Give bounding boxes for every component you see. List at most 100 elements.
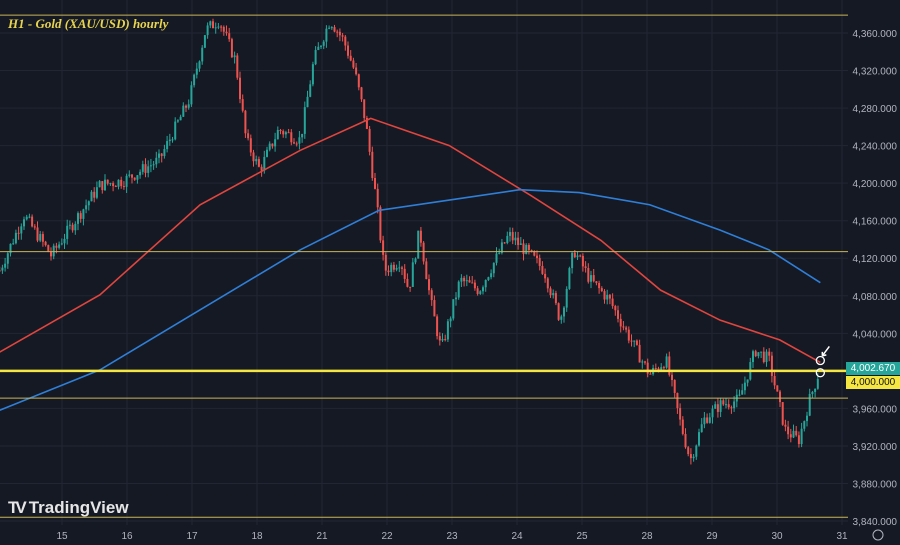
candle-body (233, 55, 236, 58)
candle-body (379, 207, 382, 241)
x-tick-label: 18 (251, 531, 263, 542)
candle-body (614, 306, 617, 311)
candle-body (209, 21, 212, 26)
candle-body (463, 277, 466, 282)
candle-body (787, 426, 790, 435)
candle-body (17, 232, 20, 234)
candle-body (738, 394, 741, 396)
candle-body (522, 243, 525, 255)
candle-body (125, 175, 128, 187)
candle-body (768, 351, 771, 356)
candle-body (112, 183, 115, 187)
settings-gear-icon[interactable] (872, 529, 884, 541)
candle-body (295, 143, 298, 145)
last-price-badge: 4,002.670 (846, 362, 900, 375)
candle-body (473, 282, 476, 289)
candle-body (727, 404, 730, 408)
candle-body (338, 31, 341, 36)
candle-body (355, 67, 358, 75)
candle-body (349, 55, 352, 61)
candle-body (492, 262, 495, 274)
candle-body (557, 303, 560, 320)
candle-body (106, 179, 109, 184)
candle-body (733, 401, 736, 409)
x-tick-label: 21 (316, 531, 328, 542)
candle-body (773, 375, 776, 386)
candle-body (287, 132, 290, 134)
candle-body (341, 35, 344, 37)
candle-body (401, 267, 404, 269)
candle-body (622, 326, 625, 328)
candle-body (352, 60, 355, 68)
candle-body (498, 252, 501, 254)
candle-body (131, 174, 134, 178)
candle-body (719, 400, 722, 412)
candle-body (430, 290, 433, 301)
candle-body (14, 232, 17, 244)
candle-body (706, 417, 709, 423)
candle-body (708, 417, 711, 423)
candle-body (611, 298, 614, 307)
candle-body (276, 129, 279, 140)
candle-body (260, 166, 263, 171)
candle-body (627, 329, 630, 341)
candle-body (152, 164, 155, 166)
candle-body (187, 104, 190, 108)
candle-body (460, 277, 463, 282)
candle-body (239, 77, 242, 100)
candle-body (314, 50, 317, 65)
candle-body (20, 226, 23, 234)
candle-body (671, 374, 674, 381)
chart-title: H1 - Gold (XAU/USD) hourly (8, 16, 169, 31)
candle-body (760, 351, 763, 353)
candle-body (779, 391, 782, 403)
candle-body (128, 174, 131, 176)
candle-body (144, 164, 147, 173)
candle-body (676, 392, 679, 409)
candle-body (700, 424, 703, 433)
candle-body (90, 191, 93, 202)
level-price-badge: 4,000.000 (846, 376, 900, 389)
candle-body (193, 74, 196, 86)
candle-body (325, 28, 328, 42)
x-tick-label: 15 (56, 531, 68, 542)
candle-body (617, 310, 620, 319)
candle-body (376, 188, 379, 208)
candle-body (79, 213, 82, 219)
candle-body (660, 367, 663, 370)
candle-body (44, 241, 47, 246)
candle-body (271, 143, 274, 147)
candle-body (446, 321, 449, 340)
candle-body (360, 87, 363, 100)
candle-body (714, 404, 717, 409)
candle-body (687, 447, 690, 455)
candle-body (139, 171, 142, 176)
candle-body (147, 166, 150, 173)
candle-body (252, 152, 255, 162)
candle-body (290, 132, 293, 143)
y-tick-label: 4,080.000 (853, 292, 898, 303)
candle-body (716, 404, 719, 412)
candle-body (257, 159, 260, 167)
candle-body (409, 286, 412, 288)
candle-body (657, 368, 660, 370)
candle-body (681, 419, 684, 434)
candle-body (236, 55, 239, 78)
candle-body (347, 45, 350, 56)
candle-body (490, 273, 493, 278)
candle-body (201, 47, 204, 62)
candle-body (82, 209, 85, 219)
candle-body (814, 388, 817, 392)
candle-body (482, 287, 485, 292)
candle-body (39, 234, 42, 241)
y-tick-label: 3,840.000 (853, 517, 898, 528)
candle-body (333, 27, 336, 32)
candle-body (444, 339, 447, 341)
candle-body (293, 142, 296, 144)
candle-body (536, 255, 539, 259)
candle-body (222, 26, 225, 32)
candle-body (117, 179, 120, 187)
candle-body (328, 27, 331, 29)
candle-body (25, 216, 28, 220)
